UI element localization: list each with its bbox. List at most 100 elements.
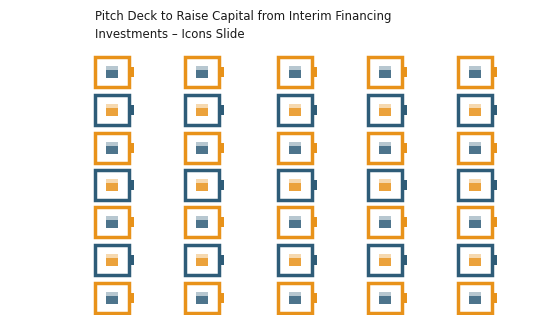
Bar (196, 254, 208, 266)
Bar (185, 245, 219, 275)
Bar (278, 57, 312, 87)
Bar (278, 207, 312, 237)
Bar (469, 254, 481, 258)
Bar (278, 170, 312, 200)
Bar (278, 245, 312, 275)
Bar (106, 292, 118, 304)
Bar (289, 142, 301, 146)
Bar (219, 217, 224, 227)
Bar (312, 180, 317, 190)
Bar (492, 67, 497, 77)
Bar (106, 292, 118, 296)
Bar (95, 283, 129, 313)
Bar (95, 245, 129, 275)
Bar (379, 66, 391, 70)
Bar (289, 66, 301, 70)
Bar (129, 255, 134, 265)
Bar (289, 104, 301, 108)
Bar (196, 104, 208, 116)
Bar (289, 292, 301, 304)
Bar (368, 170, 402, 200)
Bar (278, 133, 312, 163)
Bar (469, 216, 481, 228)
Bar (185, 283, 219, 313)
Bar (312, 255, 317, 265)
Bar (185, 95, 219, 125)
Bar (402, 105, 407, 115)
Bar (219, 105, 224, 115)
Bar (106, 142, 118, 146)
Bar (196, 179, 208, 191)
Bar (469, 104, 481, 116)
Bar (379, 292, 391, 304)
Bar (106, 254, 118, 258)
Bar (196, 66, 208, 70)
Bar (289, 66, 301, 78)
Bar (312, 67, 317, 77)
Bar (106, 66, 118, 70)
Bar (289, 216, 301, 220)
Bar (129, 180, 134, 190)
Bar (196, 292, 208, 296)
Bar (219, 255, 224, 265)
Bar (469, 254, 481, 266)
Bar (196, 66, 208, 78)
Bar (185, 57, 219, 87)
Bar (129, 143, 134, 153)
Bar (95, 95, 129, 125)
Bar (95, 207, 129, 237)
Bar (402, 217, 407, 227)
Bar (379, 142, 391, 154)
Bar (492, 217, 497, 227)
Bar (469, 292, 481, 304)
Bar (196, 216, 208, 228)
Bar (106, 104, 118, 116)
Bar (95, 170, 129, 200)
Bar (469, 292, 481, 296)
Bar (379, 179, 391, 183)
Bar (312, 217, 317, 227)
Bar (106, 216, 118, 228)
Bar (289, 292, 301, 296)
Text: Pitch Deck to Raise Capital from Interim Financing
Investments – Icons Slide: Pitch Deck to Raise Capital from Interim… (95, 10, 391, 41)
Bar (458, 95, 492, 125)
Bar (368, 133, 402, 163)
Bar (106, 216, 118, 220)
Bar (196, 292, 208, 304)
Bar (469, 216, 481, 220)
Bar (289, 104, 301, 116)
Bar (469, 104, 481, 108)
Bar (129, 105, 134, 115)
Bar (129, 67, 134, 77)
Bar (402, 255, 407, 265)
Bar (196, 216, 208, 220)
Bar (219, 293, 224, 303)
Bar (458, 57, 492, 87)
Bar (379, 104, 391, 116)
Bar (95, 57, 129, 87)
Bar (196, 179, 208, 183)
Bar (289, 216, 301, 228)
Bar (368, 57, 402, 87)
Bar (368, 245, 402, 275)
Bar (368, 207, 402, 237)
Bar (469, 66, 481, 70)
Bar (379, 216, 391, 228)
Bar (379, 254, 391, 258)
Bar (129, 217, 134, 227)
Bar (129, 293, 134, 303)
Bar (469, 142, 481, 146)
Bar (368, 95, 402, 125)
Bar (402, 67, 407, 77)
Bar (219, 143, 224, 153)
Bar (492, 143, 497, 153)
Bar (458, 245, 492, 275)
Bar (469, 66, 481, 78)
Bar (106, 179, 118, 191)
Bar (379, 216, 391, 220)
Bar (402, 143, 407, 153)
Bar (312, 143, 317, 153)
Bar (458, 207, 492, 237)
Bar (289, 179, 301, 191)
Bar (106, 254, 118, 266)
